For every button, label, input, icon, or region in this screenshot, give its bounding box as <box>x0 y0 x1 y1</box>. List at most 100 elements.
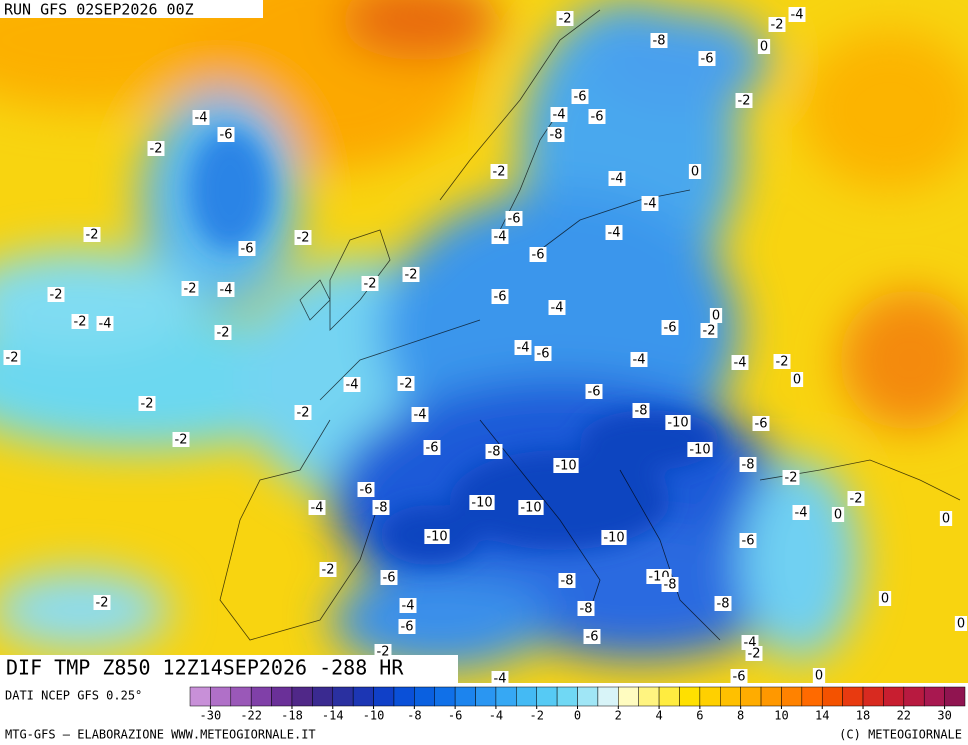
colorbar-swatch <box>821 686 843 707</box>
contour-label-box <box>548 300 566 315</box>
contour-label: -8 <box>561 574 574 589</box>
contour-label-box <box>294 230 312 245</box>
colorbar-swatch <box>720 686 741 707</box>
contour-label: -8 <box>580 602 593 617</box>
contour-label-box <box>192 110 210 125</box>
credit: MTG-GFS — ELABORAZIONE WWW.METEOGIORNALE… <box>5 728 316 742</box>
contour-label-box <box>361 276 379 291</box>
contour-label: -2 <box>217 326 230 341</box>
contour-label-box <box>553 458 579 473</box>
contour-label-box <box>583 629 601 644</box>
contour-label: -6 <box>574 90 587 105</box>
contour-label: 0 <box>691 165 699 180</box>
contour-label: -10 <box>603 531 624 546</box>
colorbar-tick-label: 10 <box>774 709 788 723</box>
contour-label: -10 <box>471 496 492 511</box>
colorbar-tick-label: 0 <box>574 709 581 723</box>
contour-label-box <box>788 7 806 22</box>
copyright: (C) METEOGIORNALE <box>839 728 962 742</box>
contour-label-box <box>217 127 235 142</box>
contour-label: 0 <box>815 669 823 684</box>
contour-label: -2 <box>175 433 188 448</box>
colorbar-swatch <box>679 686 701 707</box>
contour-label-box <box>71 314 89 329</box>
colorbar-tick-label: 30 <box>937 709 951 723</box>
contour-label: -2 <box>322 563 335 578</box>
contour-label-box <box>398 619 416 634</box>
contour-label: 0 <box>881 592 889 607</box>
contour-label-box <box>374 644 392 659</box>
contour-label: -6 <box>586 630 599 645</box>
contour-label-box <box>939 511 953 526</box>
colorbar-swatch <box>189 686 211 707</box>
colorbar-tick-label: -2 <box>529 709 543 723</box>
map-title: DIF TMP Z850 12Z14SEP2026 -288 HR <box>6 656 404 680</box>
colorbar-tick-label: 6 <box>696 709 703 723</box>
contour-label-box <box>147 141 165 156</box>
contour-label-box <box>47 287 65 302</box>
contour-label: -4 <box>494 672 507 687</box>
contour-label: -2 <box>405 268 418 283</box>
colorbar-tick-label: -14 <box>322 709 344 723</box>
contour-label: -6 <box>733 670 746 685</box>
contour-label: 0 <box>834 508 842 523</box>
contour-label: -4 <box>608 226 621 241</box>
colorbar-swatch <box>291 686 313 707</box>
colorbar-swatch <box>760 686 782 707</box>
contour-label-box <box>632 403 650 418</box>
contour-label-box <box>878 591 892 606</box>
contour-label: 0 <box>712 309 720 324</box>
colorbar: -30 -22 -18 -14 -10 -8 -6 -4 -2 0 2 4 6 8 10 14 18 22 30 <box>189 686 966 723</box>
contour-label: -2 <box>493 165 506 180</box>
contour-label: -6 <box>588 385 601 400</box>
contour-label: -6 <box>494 290 507 305</box>
contour-label-box <box>485 444 503 459</box>
contour-label: -10 <box>520 501 541 516</box>
contour-label: -2 <box>297 406 310 421</box>
contour-label: -4 <box>220 283 233 298</box>
colorbar-swatch <box>271 686 293 707</box>
contour-label-box <box>630 352 648 367</box>
contour-label: -2 <box>184 282 197 297</box>
contour-label-box <box>514 340 532 355</box>
contour-label-box <box>93 595 111 610</box>
contour-label: -8 <box>488 445 501 460</box>
contour-label-box <box>731 355 749 370</box>
contour-label-box <box>847 491 865 506</box>
contour-label: -8 <box>742 458 755 473</box>
contour-label: -4 <box>517 341 530 356</box>
contour-label-box <box>558 573 576 588</box>
contour-label-box <box>650 33 668 48</box>
colorbar-swatch <box>903 686 925 707</box>
contour-label-box <box>661 577 679 592</box>
contour-label-box <box>698 51 716 66</box>
contour-label-box <box>402 267 420 282</box>
contour-label: -4 <box>414 408 427 423</box>
contour-label: -2 <box>850 492 863 507</box>
contour-label: -6 <box>360 483 373 498</box>
colorbar-swatch <box>638 686 660 707</box>
contour-label-box <box>608 171 626 186</box>
contour-label: 0 <box>793 373 801 388</box>
contour-label-box <box>529 247 547 262</box>
contour-label-box <box>571 89 589 104</box>
colorbar-swatch <box>210 686 232 707</box>
contour-label: -2 <box>776 355 789 370</box>
contour-label: -4 <box>611 172 624 187</box>
contour-label-box <box>172 432 190 447</box>
colorbar-tick-label: -4 <box>489 709 503 723</box>
colorbar-swatch <box>781 686 803 707</box>
contour-label: -4 <box>795 506 808 521</box>
contour-label-box <box>550 107 568 122</box>
contour-label-box <box>96 316 114 331</box>
contour-label-box <box>665 415 691 430</box>
contour-label-box <box>424 529 450 544</box>
contour-label: -2 <box>771 18 784 33</box>
contour-label: -8 <box>664 578 677 593</box>
contour-label-box <box>343 377 361 392</box>
contour-label: -10 <box>689 443 710 458</box>
colorbar-tick-label: 14 <box>815 709 829 723</box>
contour-label-box <box>601 530 627 545</box>
contour-label: -6 <box>383 571 396 586</box>
contour-label: -4 <box>791 8 804 23</box>
